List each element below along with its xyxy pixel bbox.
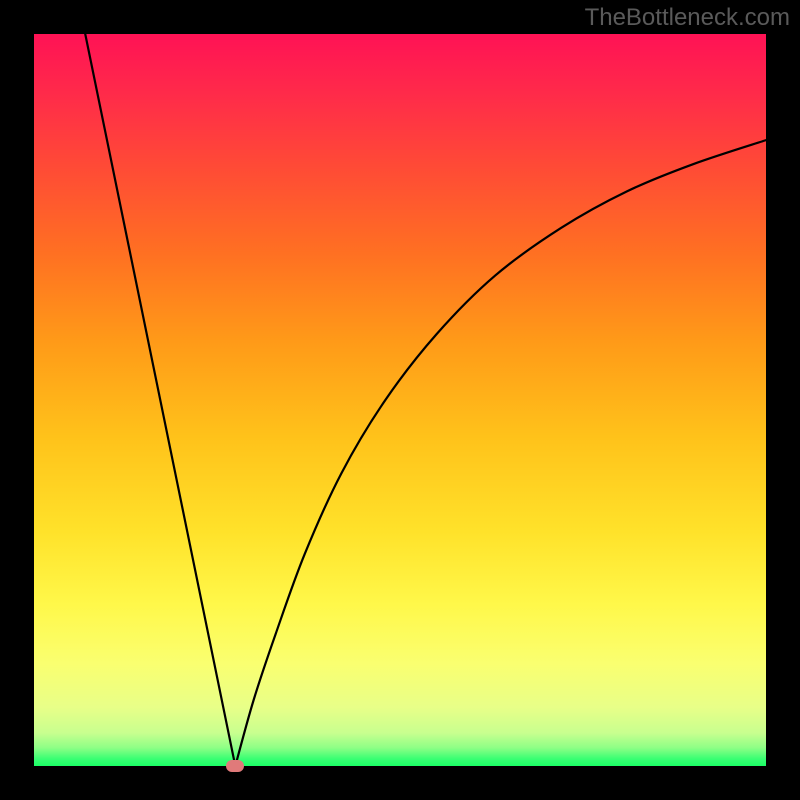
watermark-text: TheBottleneck.com bbox=[585, 4, 790, 32]
chart-container: TheBottleneck.com bbox=[0, 0, 800, 800]
bottleneck-curve bbox=[85, 34, 766, 766]
curve-svg bbox=[34, 34, 766, 766]
marker-dot bbox=[226, 760, 244, 772]
plot-area bbox=[34, 34, 766, 766]
